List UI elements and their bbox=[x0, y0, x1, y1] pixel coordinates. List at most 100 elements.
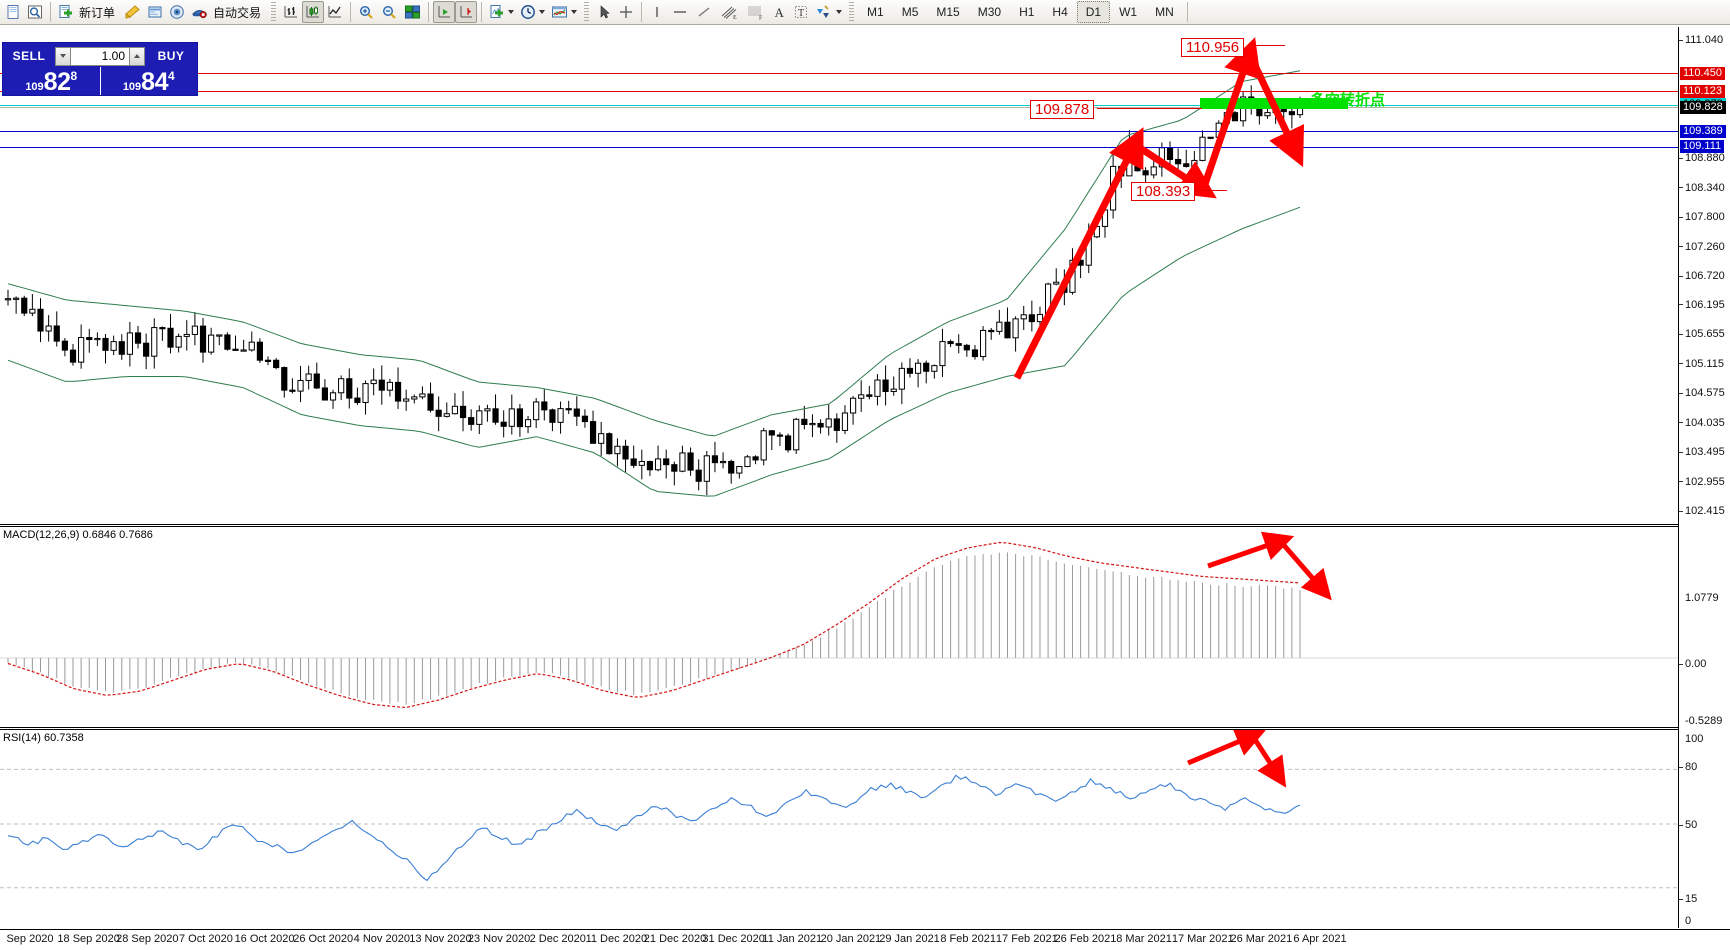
crosshair-icon[interactable] bbox=[615, 1, 637, 23]
tick-mark bbox=[1679, 246, 1683, 248]
timeframe-h4[interactable]: H4 bbox=[1052, 5, 1068, 19]
auto-scroll-icon[interactable] bbox=[433, 1, 456, 23]
candlestick-chart-icon[interactable] bbox=[302, 1, 325, 23]
indicators-icon[interactable] bbox=[486, 1, 517, 23]
one-click-trading-panel[interactable]: SELL 1.00 BUY 109 82 8 109 84 4 bbox=[2, 42, 198, 96]
macd-trend-arrows bbox=[1207, 531, 1332, 601]
rsi-pane[interactable] bbox=[0, 730, 1678, 928]
rsi-tick-3: 15 bbox=[1679, 893, 1697, 905]
lot-size-stepper[interactable]: 1.00 bbox=[55, 46, 145, 66]
new-chart-icon[interactable] bbox=[2, 1, 24, 23]
timeframe-w1[interactable]: W1 bbox=[1119, 5, 1138, 19]
level-label-blue-2: 109.111 bbox=[1680, 140, 1725, 154]
price-chart-pane[interactable] bbox=[0, 27, 1678, 524]
timeframe-mn[interactable]: MN bbox=[1155, 5, 1174, 19]
buy-price[interactable]: 109 84 4 bbox=[101, 67, 198, 95]
tick-mark bbox=[1679, 39, 1683, 41]
time-tick-14: 20 Jan 2021 bbox=[820, 933, 882, 945]
level-label-bid: 109.828 bbox=[1680, 100, 1726, 114]
level-line-109.389[interactable] bbox=[0, 131, 1678, 133]
trade-panel-divider bbox=[99, 67, 101, 95]
time-tick-7: 13 Nov 2020 bbox=[409, 933, 472, 945]
price-tag-low-leader bbox=[1195, 190, 1227, 191]
shapes-icon[interactable] bbox=[812, 1, 845, 23]
time-axis[interactable]: Sep 2020 18 Sep 2020 28 Sep 2020 7 Oct 2020… bbox=[0, 929, 1730, 950]
timeframe-h1[interactable]: H1 bbox=[1019, 5, 1035, 19]
lot-increase-button[interactable] bbox=[129, 46, 145, 66]
tick-mark bbox=[1679, 333, 1683, 335]
time-tick-8: 23 Nov 2020 bbox=[467, 933, 531, 945]
rsi-trend-arrows bbox=[1187, 730, 1287, 788]
buy-price-prefix: 109 bbox=[122, 81, 142, 93]
rsi-tick-1: 80 bbox=[1679, 761, 1697, 773]
price-chart-canvas bbox=[4, 70, 1304, 497]
buy-button[interactable]: BUY bbox=[157, 49, 185, 63]
time-tick-6: 4 Nov 2020 bbox=[353, 933, 410, 945]
new-order-button[interactable]: 新订单 bbox=[55, 1, 121, 23]
price-tag-mid[interactable]: 109.878 bbox=[1030, 100, 1095, 119]
timeframe-m5[interactable]: M5 bbox=[901, 5, 919, 19]
line-chart-icon[interactable] bbox=[324, 1, 346, 23]
time-tick-22: 6 Apr 2021 bbox=[1293, 933, 1347, 945]
cursor-icon[interactable] bbox=[593, 1, 615, 23]
periods-icon[interactable] bbox=[517, 1, 548, 23]
timeframe-m30[interactable]: M30 bbox=[977, 5, 1002, 19]
toolbar-grip[interactable] bbox=[271, 2, 277, 22]
zoom-out-icon[interactable] bbox=[378, 1, 401, 23]
level-line-110.123[interactable] bbox=[0, 91, 1678, 93]
level-label-red-1: 110.450 bbox=[1680, 66, 1725, 80]
zoom-in-icon[interactable] bbox=[355, 1, 378, 23]
level-line-109.878[interactable] bbox=[0, 104, 1678, 106]
metaeditor-icon[interactable] bbox=[121, 1, 144, 23]
bar-chart-icon[interactable] bbox=[280, 1, 302, 23]
toolbar-grip-2[interactable] bbox=[584, 2, 590, 22]
tick-mark bbox=[1679, 304, 1683, 306]
sell-button[interactable]: SELL bbox=[12, 49, 46, 63]
timeframe-m15[interactable]: M15 bbox=[936, 5, 960, 19]
market-watch-icon[interactable] bbox=[24, 1, 46, 23]
text-label-icon[interactable]: T bbox=[790, 1, 812, 23]
price-tick-label: 107.800 bbox=[1685, 211, 1725, 224]
chevron-down-icon-2[interactable] bbox=[539, 10, 546, 14]
autotrading-button[interactable]: 自动交易 bbox=[188, 1, 267, 23]
text-icon[interactable]: A bbox=[768, 1, 790, 23]
price-axis[interactable]: 111.040 108.880 108.340 107.800 107.260 106.7… bbox=[1678, 27, 1730, 928]
toolbar-separator bbox=[50, 2, 51, 22]
navigator-icon[interactable] bbox=[166, 1, 188, 23]
lot-size-input[interactable]: 1.00 bbox=[71, 46, 129, 66]
toolbar-grip-3[interactable] bbox=[849, 2, 855, 22]
price-tick-13: 102.415 bbox=[1679, 505, 1725, 517]
vertical-line-icon[interactable] bbox=[646, 1, 668, 23]
level-line-109.111[interactable] bbox=[0, 146, 1678, 148]
price-tick-label: 105.115 bbox=[1685, 357, 1724, 370]
terminal-icon[interactable] bbox=[144, 1, 166, 23]
level-line-110.45[interactable] bbox=[0, 73, 1678, 75]
rsi-tick-0: 100 bbox=[1679, 733, 1703, 745]
time-tick-13: 11 Jan 2021 bbox=[762, 933, 823, 945]
price-tick-label: 103.495 bbox=[1685, 446, 1725, 459]
templates-icon[interactable] bbox=[548, 1, 580, 23]
toolbar-separator-3 bbox=[428, 2, 430, 22]
macd-pane[interactable] bbox=[0, 527, 1678, 727]
horizontal-line-icon[interactable] bbox=[668, 1, 692, 23]
timeframe-d1[interactable]: D1 bbox=[1076, 1, 1111, 23]
chevron-down-icon[interactable] bbox=[508, 10, 515, 14]
tile-windows-icon[interactable] bbox=[401, 1, 424, 23]
sell-price[interactable]: 109 82 8 bbox=[3, 67, 100, 95]
chart-shift-icon[interactable] bbox=[455, 1, 478, 23]
fibonacci-icon[interactable]: F bbox=[742, 1, 768, 23]
time-tick-0: Sep 2020 bbox=[6, 933, 54, 945]
chevron-down-icon-3[interactable] bbox=[571, 10, 578, 14]
price-tag-high[interactable]: 110.956 bbox=[1181, 38, 1245, 57]
trendline-icon[interactable] bbox=[692, 1, 716, 23]
chevron-down-icon-4[interactable] bbox=[836, 10, 843, 14]
rsi-tick-label: 0 bbox=[1685, 915, 1692, 927]
equidistant-channel-icon[interactable]: E bbox=[716, 1, 742, 23]
price-tick-label: 108.880 bbox=[1685, 152, 1725, 165]
toolbar-separator-2 bbox=[350, 2, 352, 22]
price-tag-low[interactable]: 108.393 bbox=[1131, 182, 1196, 201]
timeframe-m1[interactable]: M1 bbox=[867, 5, 884, 19]
lot-decrease-button[interactable] bbox=[55, 46, 71, 66]
level-line-109.828[interactable] bbox=[0, 107, 1678, 109]
macd-tick-label: 1.0779 bbox=[1685, 592, 1719, 604]
